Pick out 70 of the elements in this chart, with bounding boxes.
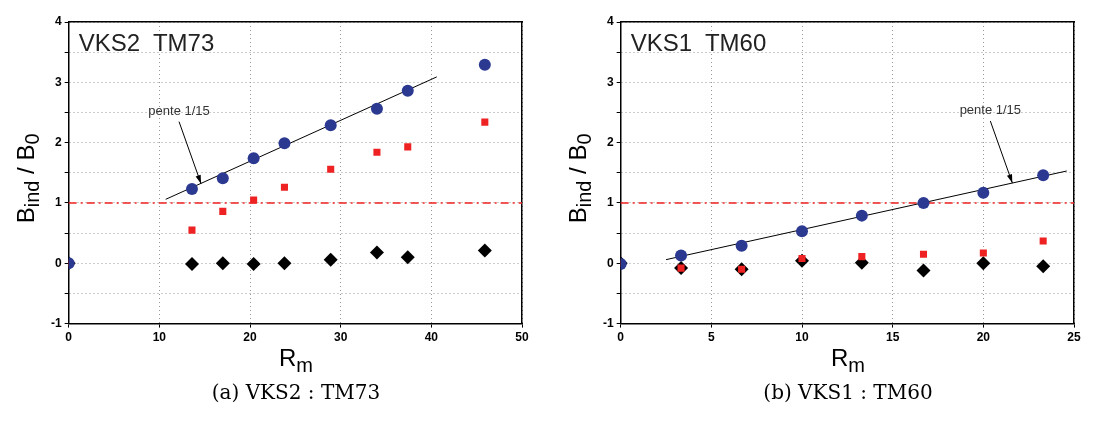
y-tick-label: 1 (54, 195, 62, 210)
point (369, 245, 384, 260)
point (976, 256, 991, 271)
point (185, 183, 198, 196)
point (280, 183, 288, 191)
point (373, 148, 381, 156)
text: (a) VKS2 : TM73 (210, 380, 382, 404)
point (250, 196, 258, 204)
y-tick-label: 2 (606, 134, 614, 149)
x-tick-label: 40 (424, 330, 439, 345)
point (216, 172, 229, 185)
point (246, 256, 261, 271)
point (858, 253, 866, 261)
point (277, 256, 292, 271)
point (401, 84, 414, 97)
point (370, 102, 383, 115)
point (247, 152, 260, 165)
point (855, 209, 868, 222)
y-tick-label: 1 (606, 195, 614, 210)
point (481, 118, 489, 126)
point (919, 250, 928, 258)
chart-title: VKS1 TM60 (630, 28, 767, 56)
point (400, 250, 415, 265)
point (477, 243, 492, 258)
x-tick-label: 25 (1067, 330, 1081, 345)
annotation: pente 1/15 (148, 102, 210, 118)
x-tick-label: 50 (515, 330, 529, 345)
point (796, 225, 808, 238)
point (977, 186, 990, 199)
x-tick-label: 30 (333, 330, 348, 345)
point (324, 119, 337, 132)
y-tick-label: -1 (603, 315, 614, 330)
y-tick-label: 4 (54, 14, 62, 29)
y-tick-label: -1 (51, 315, 62, 330)
y-tick-label: 2 (54, 134, 62, 149)
point (1036, 259, 1051, 274)
x-axis-title: R$_{m}$ (278, 344, 314, 377)
x-tick-label: 20 (243, 330, 257, 345)
annotation: pente 1/15 (959, 102, 1022, 118)
x-tick-label: 0 (65, 330, 73, 345)
point (327, 165, 335, 173)
x-axis-title: R$_{m}$ (830, 344, 866, 377)
x-tick-label: 5 (707, 330, 715, 345)
point (323, 252, 338, 267)
point (404, 143, 412, 151)
x-tick-label: 0 (617, 330, 625, 345)
point (979, 249, 987, 257)
point (188, 226, 196, 234)
point (184, 256, 199, 271)
y-tick-label: 0 (54, 255, 62, 270)
y-tick-label: 3 (54, 74, 62, 89)
point (1039, 237, 1047, 245)
point (917, 196, 930, 209)
point (735, 239, 748, 252)
point (215, 256, 230, 271)
x-tick-label: 10 (152, 330, 167, 345)
x-tick-label: 20 (976, 330, 991, 345)
x-tick-label: 10 (795, 330, 809, 345)
point (675, 249, 688, 262)
y-tick-label: 4 (606, 14, 614, 29)
text: (b) VKS1 : TM60 (762, 380, 934, 404)
chart-title: VKS2 TM73 (78, 28, 215, 56)
point (1037, 169, 1050, 182)
point (219, 207, 227, 215)
y-tick-label: 0 (606, 255, 614, 270)
point (916, 263, 931, 278)
point (278, 137, 291, 150)
point (478, 58, 491, 71)
y-tick-label: 3 (606, 74, 614, 89)
x-tick-label: 15 (885, 330, 900, 345)
